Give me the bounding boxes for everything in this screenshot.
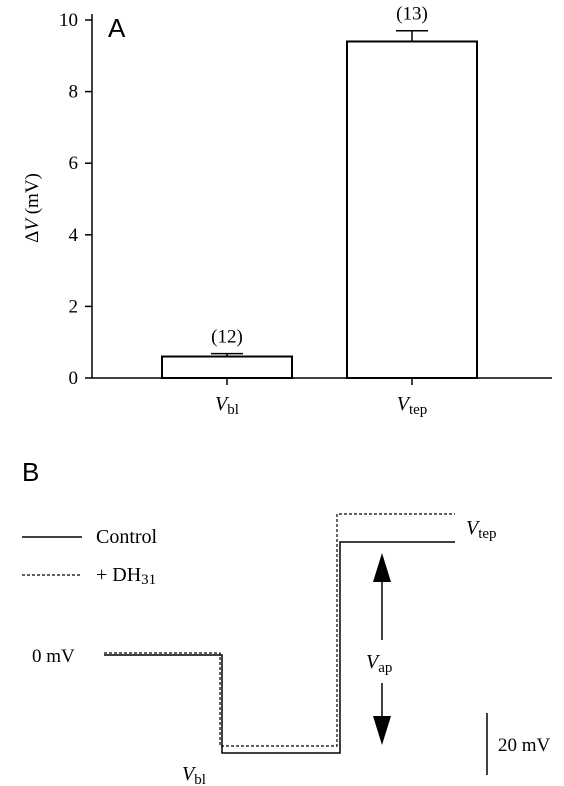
legend: Control + DH31	[22, 526, 158, 588]
y-axis-label: ΔV (mV)	[22, 173, 43, 243]
x-tick-label: Vtep	[397, 393, 428, 418]
zero-mv-label: 0 mV	[32, 646, 75, 667]
v-bl-label: Vbl	[182, 763, 206, 786]
y-tick-label: 4	[69, 225, 79, 246]
panel-b-voltage-diagram: B Control + DH31 0 mV Vtep Vbl Vap 20 mV	[22, 457, 551, 786]
panel-a-bar-chart: A 0 2 4 6 8 10 (12) (13) Vbl Vtep ΔV (mV)	[22, 4, 552, 418]
n-label: (13)	[396, 4, 428, 25]
control-trace	[104, 541, 455, 754]
v-tep-label: Vtep	[466, 517, 497, 542]
y-tick-label: 8	[69, 82, 79, 103]
x-tick-label: Vbl	[215, 393, 239, 418]
v-ap-arrow	[373, 553, 391, 745]
legend-dh31-label: + DH31	[96, 564, 156, 588]
arrow-up-head	[373, 553, 391, 582]
arrow-down-head	[373, 716, 391, 745]
y-tick-label: 10	[59, 10, 78, 31]
x-tick-labels: Vbl Vtep	[215, 378, 427, 418]
y-tick-label: 0	[69, 368, 79, 389]
bar	[161, 355, 293, 379]
bars: (12) (13)	[161, 4, 478, 379]
bar	[346, 40, 478, 379]
y-ticks: 0 2 4 6 8 10	[59, 10, 92, 389]
n-label: (12)	[211, 327, 243, 348]
legend-control-label: Control	[96, 526, 158, 548]
scale-bar-label: 20 mV	[498, 735, 551, 756]
v-ap-label: Vap	[366, 651, 392, 676]
panel-a-label: A	[108, 13, 126, 43]
dh31-trace	[104, 513, 455, 747]
y-tick-label: 6	[69, 153, 79, 174]
y-tick-label: 2	[69, 296, 79, 317]
panel-b-label: B	[22, 457, 39, 487]
